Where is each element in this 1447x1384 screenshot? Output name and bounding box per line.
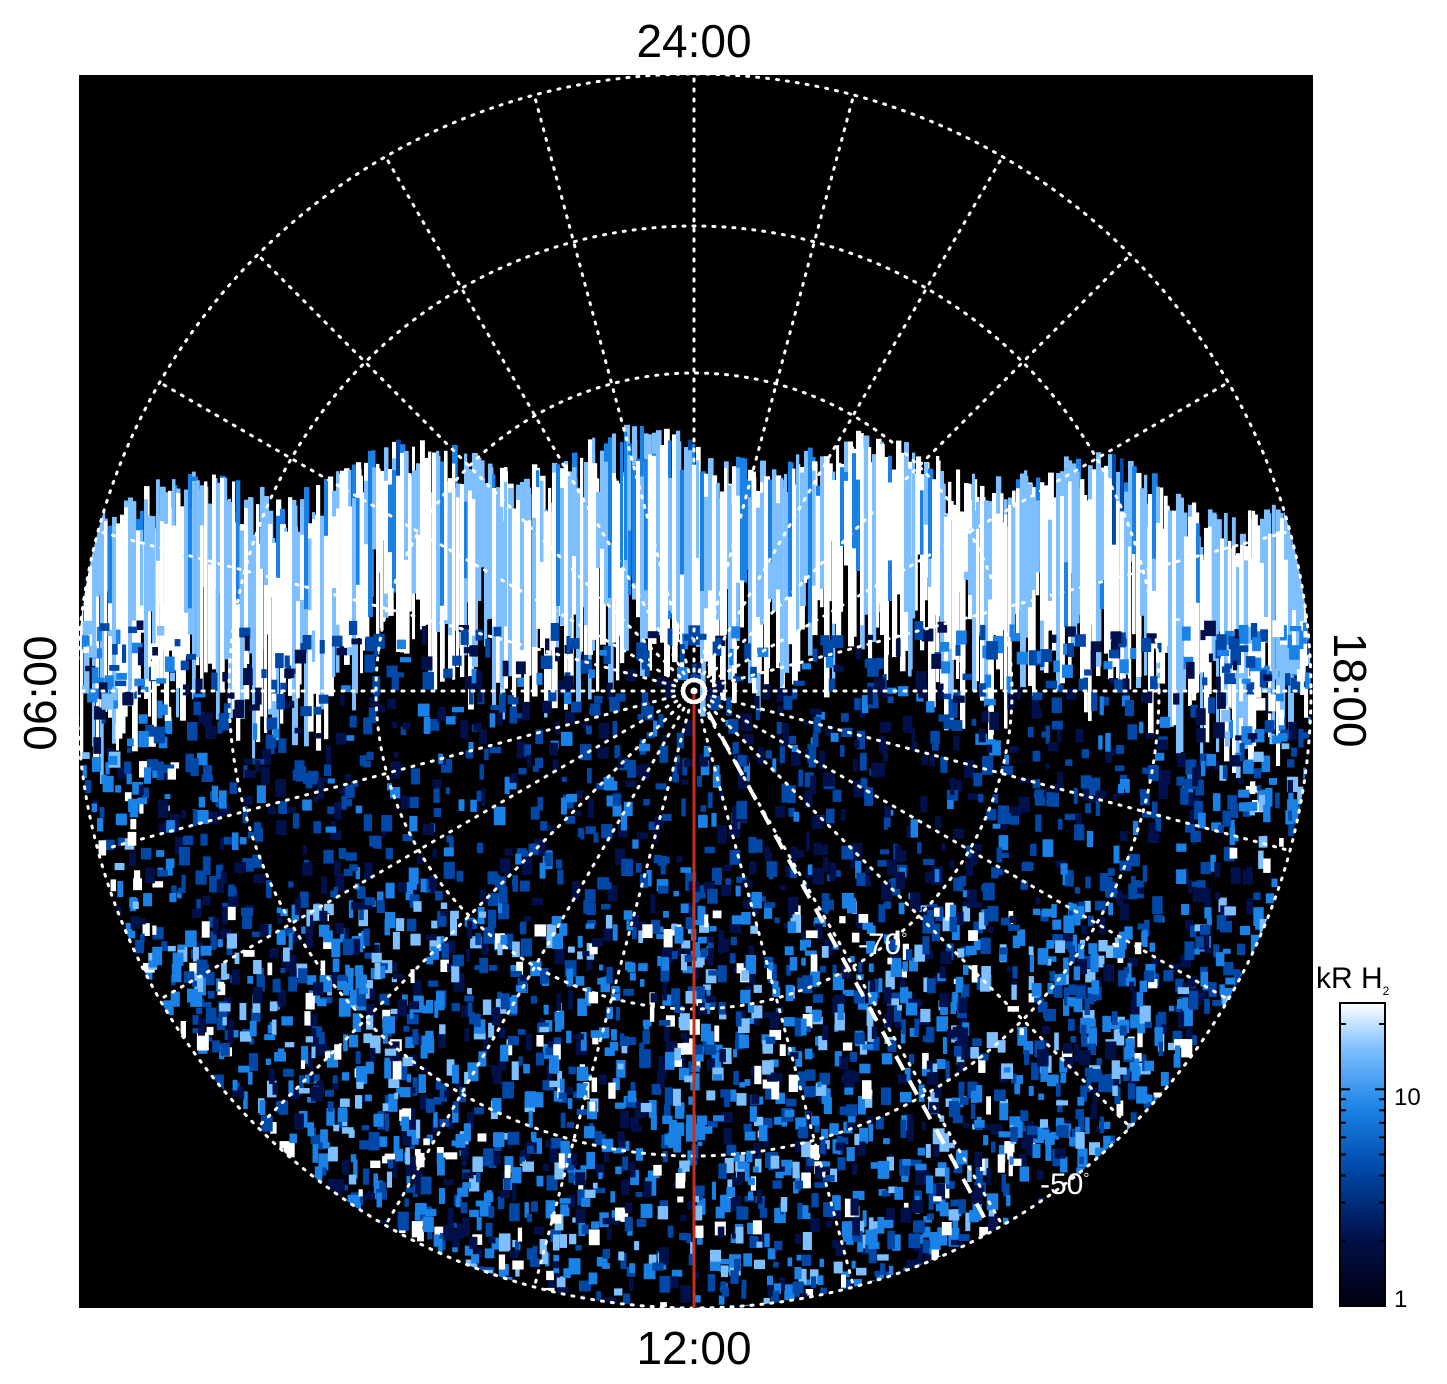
local-time-meridian — [692, 93, 856, 693]
local-time-meridian — [692, 529, 1292, 693]
colorbar — [1339, 1002, 1386, 1307]
degree-symbol: ° — [1083, 1170, 1090, 1187]
local-time-meridian — [692, 689, 1132, 1129]
local-time-meridian — [256, 253, 696, 693]
colorbar-unit-subscript: 2 — [1382, 984, 1390, 998]
local-time-label-top: 24:00 — [636, 15, 752, 67]
latitude-circle — [79, 75, 1313, 1308]
local-time-meridian — [384, 689, 696, 1227]
dashed-track-line — [706, 711, 992, 1229]
local-time-meridian — [532, 93, 696, 693]
latitude-label-inner: -70° — [858, 928, 907, 962]
local-time-meridian — [692, 689, 1230, 1001]
latitude-label-outer: -50° — [1040, 1168, 1089, 1202]
pole-marker-center — [691, 688, 697, 694]
local-time-meridian — [158, 381, 696, 693]
local-time-meridian — [692, 381, 1230, 693]
colorbar-tick-label-1: 1 — [1394, 1286, 1408, 1313]
local-time-meridian — [96, 529, 696, 693]
latitude-value-inner: -70 — [858, 928, 902, 961]
colorbar-tick-label-10: 10 — [1394, 1084, 1421, 1111]
colorbar-unit-label: kR H2 — [1316, 962, 1389, 998]
colorbar-ticks — [1340, 1023, 1385, 1307]
local-time-meridian — [96, 689, 696, 853]
local-time-meridian — [692, 689, 856, 1289]
local-time-meridian — [692, 689, 1004, 1227]
local-time-label-bottom: 12:00 — [636, 1322, 752, 1374]
local-time-meridian — [384, 155, 696, 693]
local-time-meridian — [256, 689, 696, 1129]
local-time-meridian — [692, 155, 1004, 693]
degree-symbol: ° — [901, 930, 908, 947]
local-time-meridian — [692, 689, 1292, 853]
pole-marker — [681, 678, 707, 704]
local-time-meridian — [158, 689, 696, 1001]
local-time-label-left: 06:00 — [14, 635, 66, 751]
local-time-meridian — [692, 253, 1132, 693]
local-time-label-right: 18:00 — [1324, 632, 1376, 748]
colorbar-unit: kR H — [1316, 962, 1383, 995]
latitude-value-outer: -50 — [1040, 1168, 1084, 1201]
local-time-meridian — [532, 689, 696, 1289]
